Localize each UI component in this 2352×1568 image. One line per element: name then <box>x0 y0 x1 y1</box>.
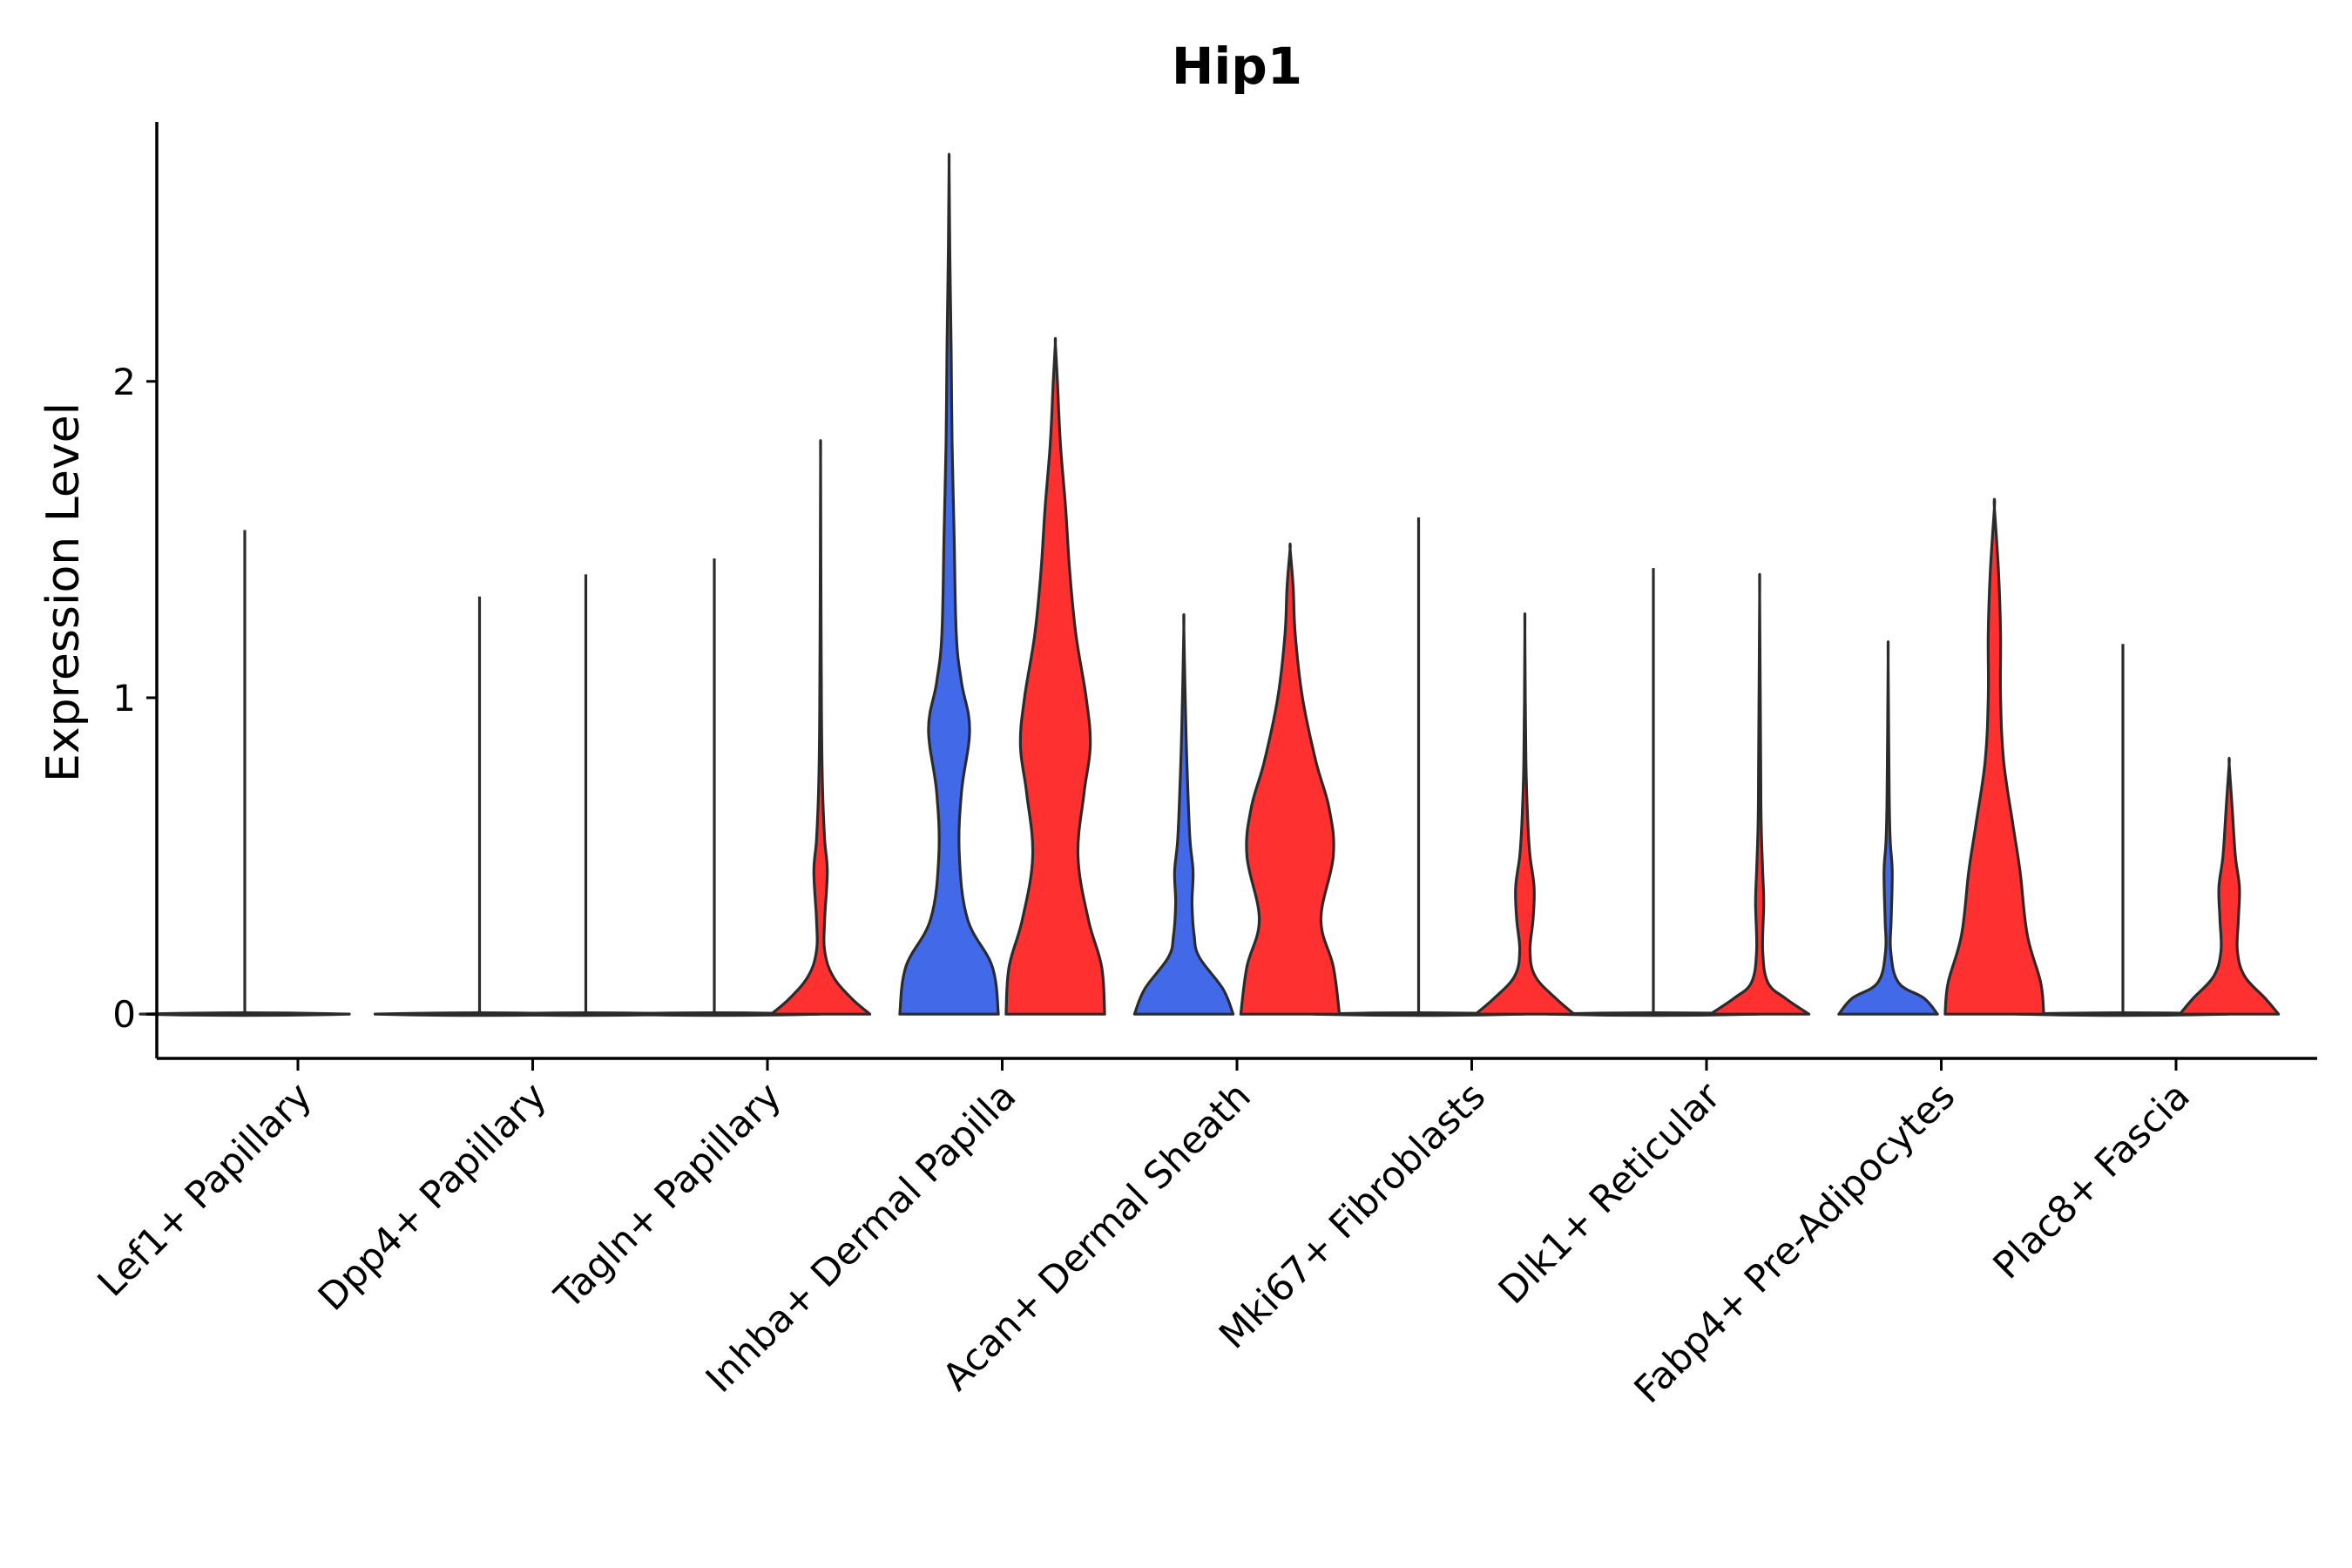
violin-base-group-red-2 <box>479 1011 693 1017</box>
violin-group-red-9 <box>2178 756 2281 1016</box>
violin-body-group-red-6 <box>1474 612 1576 1016</box>
violin-group-blue-4 <box>898 152 1000 1016</box>
chart-title: Hip1 <box>1172 37 1302 96</box>
violin-group-red-6 <box>1474 612 1576 1016</box>
violin-group-red-8 <box>1943 497 2045 1016</box>
violin-body-group-blue-4 <box>898 152 1000 1016</box>
y-tick-label-2: 2 <box>112 361 136 403</box>
violin-body-group-red-5 <box>1239 542 1342 1016</box>
violin-group-blue-1 <box>139 530 351 1017</box>
violin-group-red-5 <box>1239 542 1342 1016</box>
violin-base-group-blue-1 <box>139 1011 351 1017</box>
violin-group-blue-8 <box>1837 640 1939 1016</box>
violin-body-group-red-4 <box>1004 336 1106 1016</box>
violin-group-red-2 <box>479 574 693 1017</box>
y-axis-label: Expression Level <box>37 402 90 782</box>
violin-group-blue-5 <box>1132 612 1235 1016</box>
violin-body-group-red-9 <box>2178 756 2281 1016</box>
violin-group-red-3 <box>769 439 872 1016</box>
violin-body-group-blue-5 <box>1132 612 1235 1016</box>
y-tick-label-1: 1 <box>112 677 136 720</box>
violin-body-group-blue-8 <box>1837 640 1939 1016</box>
violin-group-red-7 <box>1708 573 1811 1016</box>
violins-layer <box>139 152 2281 1017</box>
violin-body-group-red-7 <box>1708 573 1811 1016</box>
violin-body-group-red-3 <box>769 439 872 1016</box>
violin-group-red-4 <box>1004 336 1106 1016</box>
y-tick-label-0: 0 <box>112 993 136 1036</box>
violin-body-group-red-8 <box>1943 497 2045 1016</box>
